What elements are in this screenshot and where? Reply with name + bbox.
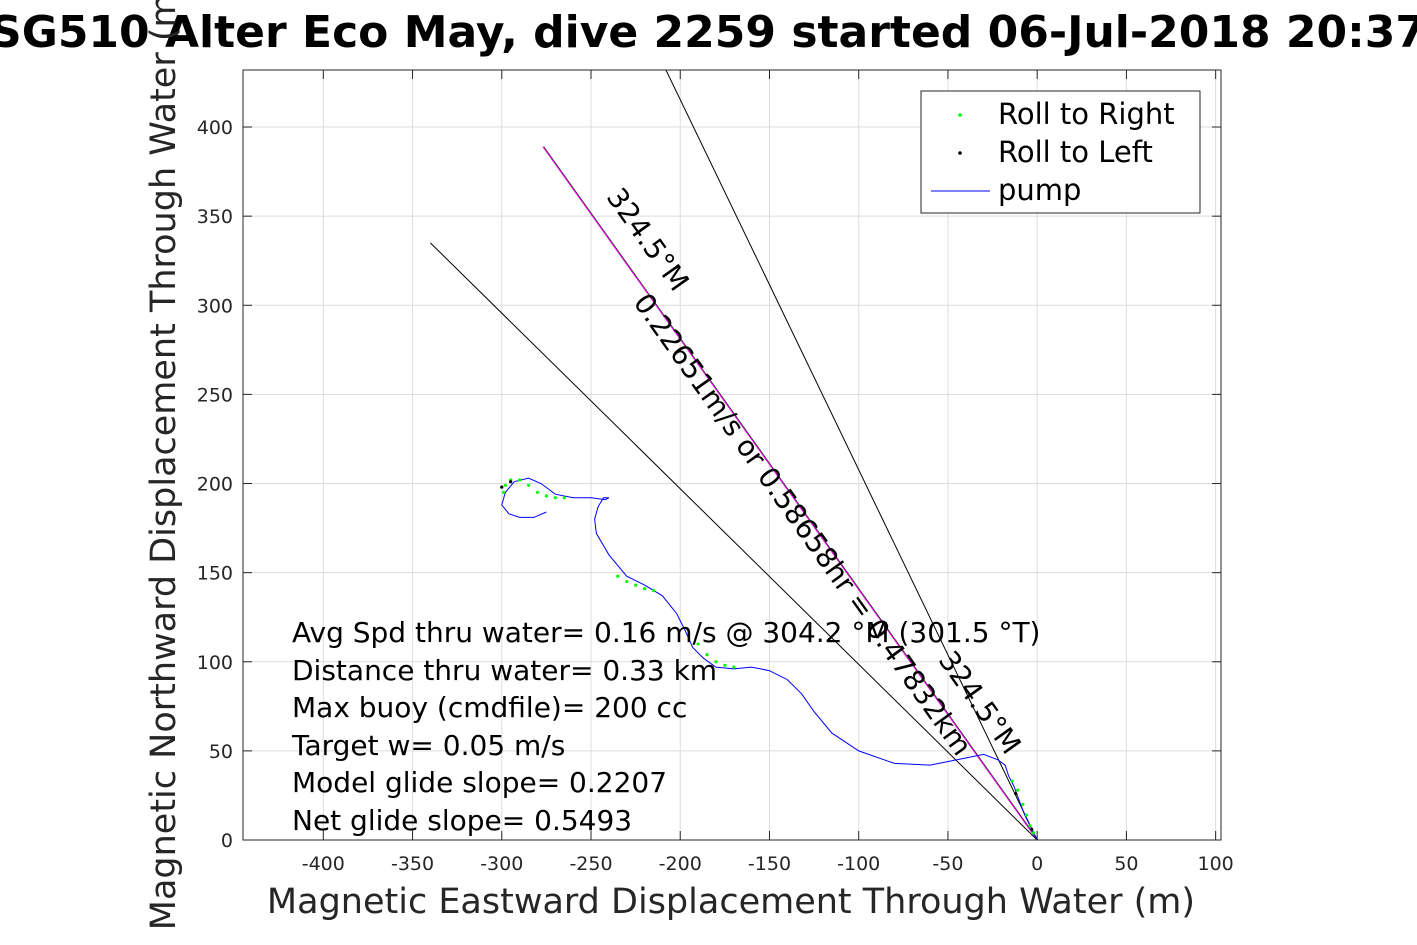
roll-right-point: [1010, 779, 1014, 783]
legend: Roll to Right Roll to Left pump: [920, 90, 1201, 214]
roll-right-point: [616, 574, 620, 578]
annotation-max-buoy: Max buoy (cmdfile)= 200 cc: [292, 691, 687, 724]
plot-marks: [430, 70, 1039, 840]
x-tick-label: 0: [1031, 853, 1043, 875]
y-tick-label: 150: [197, 563, 233, 585]
roll-right-point: [526, 483, 531, 487]
roll-right-point: [625, 579, 629, 584]
y-tick-label: 300: [197, 295, 233, 317]
legend-marker-roll-right: [958, 113, 962, 117]
roll-right-point: [501, 490, 506, 495]
x-tick-label: -400: [302, 853, 345, 875]
x-tick-label: -200: [659, 853, 702, 875]
roll-right-point: [518, 478, 522, 482]
roll-right-point: [1015, 788, 1020, 792]
x-tick-label: -100: [837, 853, 880, 875]
x-tick-label: -250: [569, 853, 612, 875]
axis-ticks: [243, 70, 1221, 841]
y-tick-label: 0: [221, 830, 233, 852]
annotation-distance: Distance thru water= 0.33 km: [292, 654, 717, 687]
roll-left-point: [1014, 792, 1018, 796]
roll-right-point: [1021, 802, 1025, 806]
roll-right-point: [714, 660, 718, 664]
annotation-net-glide: Net glide slope= 0.5493: [292, 804, 632, 837]
tick-labels: -400 -350 -300 -250 -200 -150 -100 -50 0 50 100 0 50…: [197, 117, 1234, 875]
legend-marker-roll-left: [958, 151, 962, 155]
legend-label-roll-left: Roll to Left: [998, 135, 1153, 169]
roll-right-point: [544, 494, 548, 498]
roll-right-point: [553, 496, 557, 500]
y-axis-label: Magnetic Northward Displacement Through …: [144, 0, 184, 930]
roll-right-point: [634, 583, 638, 587]
pump-track: [501, 477, 1038, 840]
ray-2-line: [430, 242, 1038, 840]
roll-right-point: [696, 642, 700, 646]
plot-frame: [242, 69, 1222, 841]
heading-line-overlay: [543, 146, 1039, 840]
roll-left-point: [509, 480, 513, 484]
roll-left-point: [500, 485, 504, 489]
roll-right-point: [562, 496, 566, 500]
annotation-block: Avg Spd thru water= 0.16 m/s @ 304.2 °M …: [291, 616, 1040, 837]
legend-label-roll-right: Roll to Right: [998, 97, 1175, 131]
x-tick-label: -50: [932, 853, 963, 875]
roll-right-point: [503, 483, 507, 487]
x-tick-label: 50: [1114, 853, 1138, 875]
roll-right-point: [1028, 824, 1032, 828]
chart-title: SG510 Alter Eco May, dive 2259 started 0…: [0, 7, 1417, 58]
y-tick-label: 350: [197, 206, 233, 228]
y-tick-label: 50: [209, 741, 233, 763]
x-tick-label: 100: [1198, 853, 1234, 875]
roll-right-point: [732, 665, 736, 669]
roll-right-point: [535, 490, 540, 495]
heading-line: [542, 146, 1038, 840]
x-axis-label: Magnetic Eastward Displacement Through W…: [267, 882, 1195, 922]
y-tick-label: 100: [197, 652, 233, 674]
x-tick-label: -350: [391, 853, 434, 875]
y-tick-label: 250: [197, 384, 233, 406]
legend-label-pump: pump: [998, 173, 1081, 207]
legend-box: [920, 90, 1201, 214]
annotation-avg-speed: Avg Spd thru water= 0.16 m/s @ 304.2 °M …: [292, 616, 1040, 649]
y-tick-label: 200: [197, 474, 233, 496]
roll-right-point: [651, 588, 656, 593]
roll-left-point: [1030, 827, 1034, 831]
roll-right-point: [705, 653, 709, 657]
roll-right-point: [642, 587, 647, 591]
y-tick-label: 400: [197, 117, 233, 139]
x-tick-label: -150: [748, 853, 791, 875]
annotation-target-w: Target w= 0.05 m/s: [291, 729, 565, 762]
roll-right-point: [1024, 813, 1029, 817]
annotation-model-glide: Model glide slope= 0.2207: [292, 766, 667, 799]
roll-right-point: [1032, 831, 1036, 835]
roll-right-point: [723, 663, 727, 667]
ray-1-line: [665, 70, 1038, 840]
x-tick-label: -300: [480, 853, 523, 875]
